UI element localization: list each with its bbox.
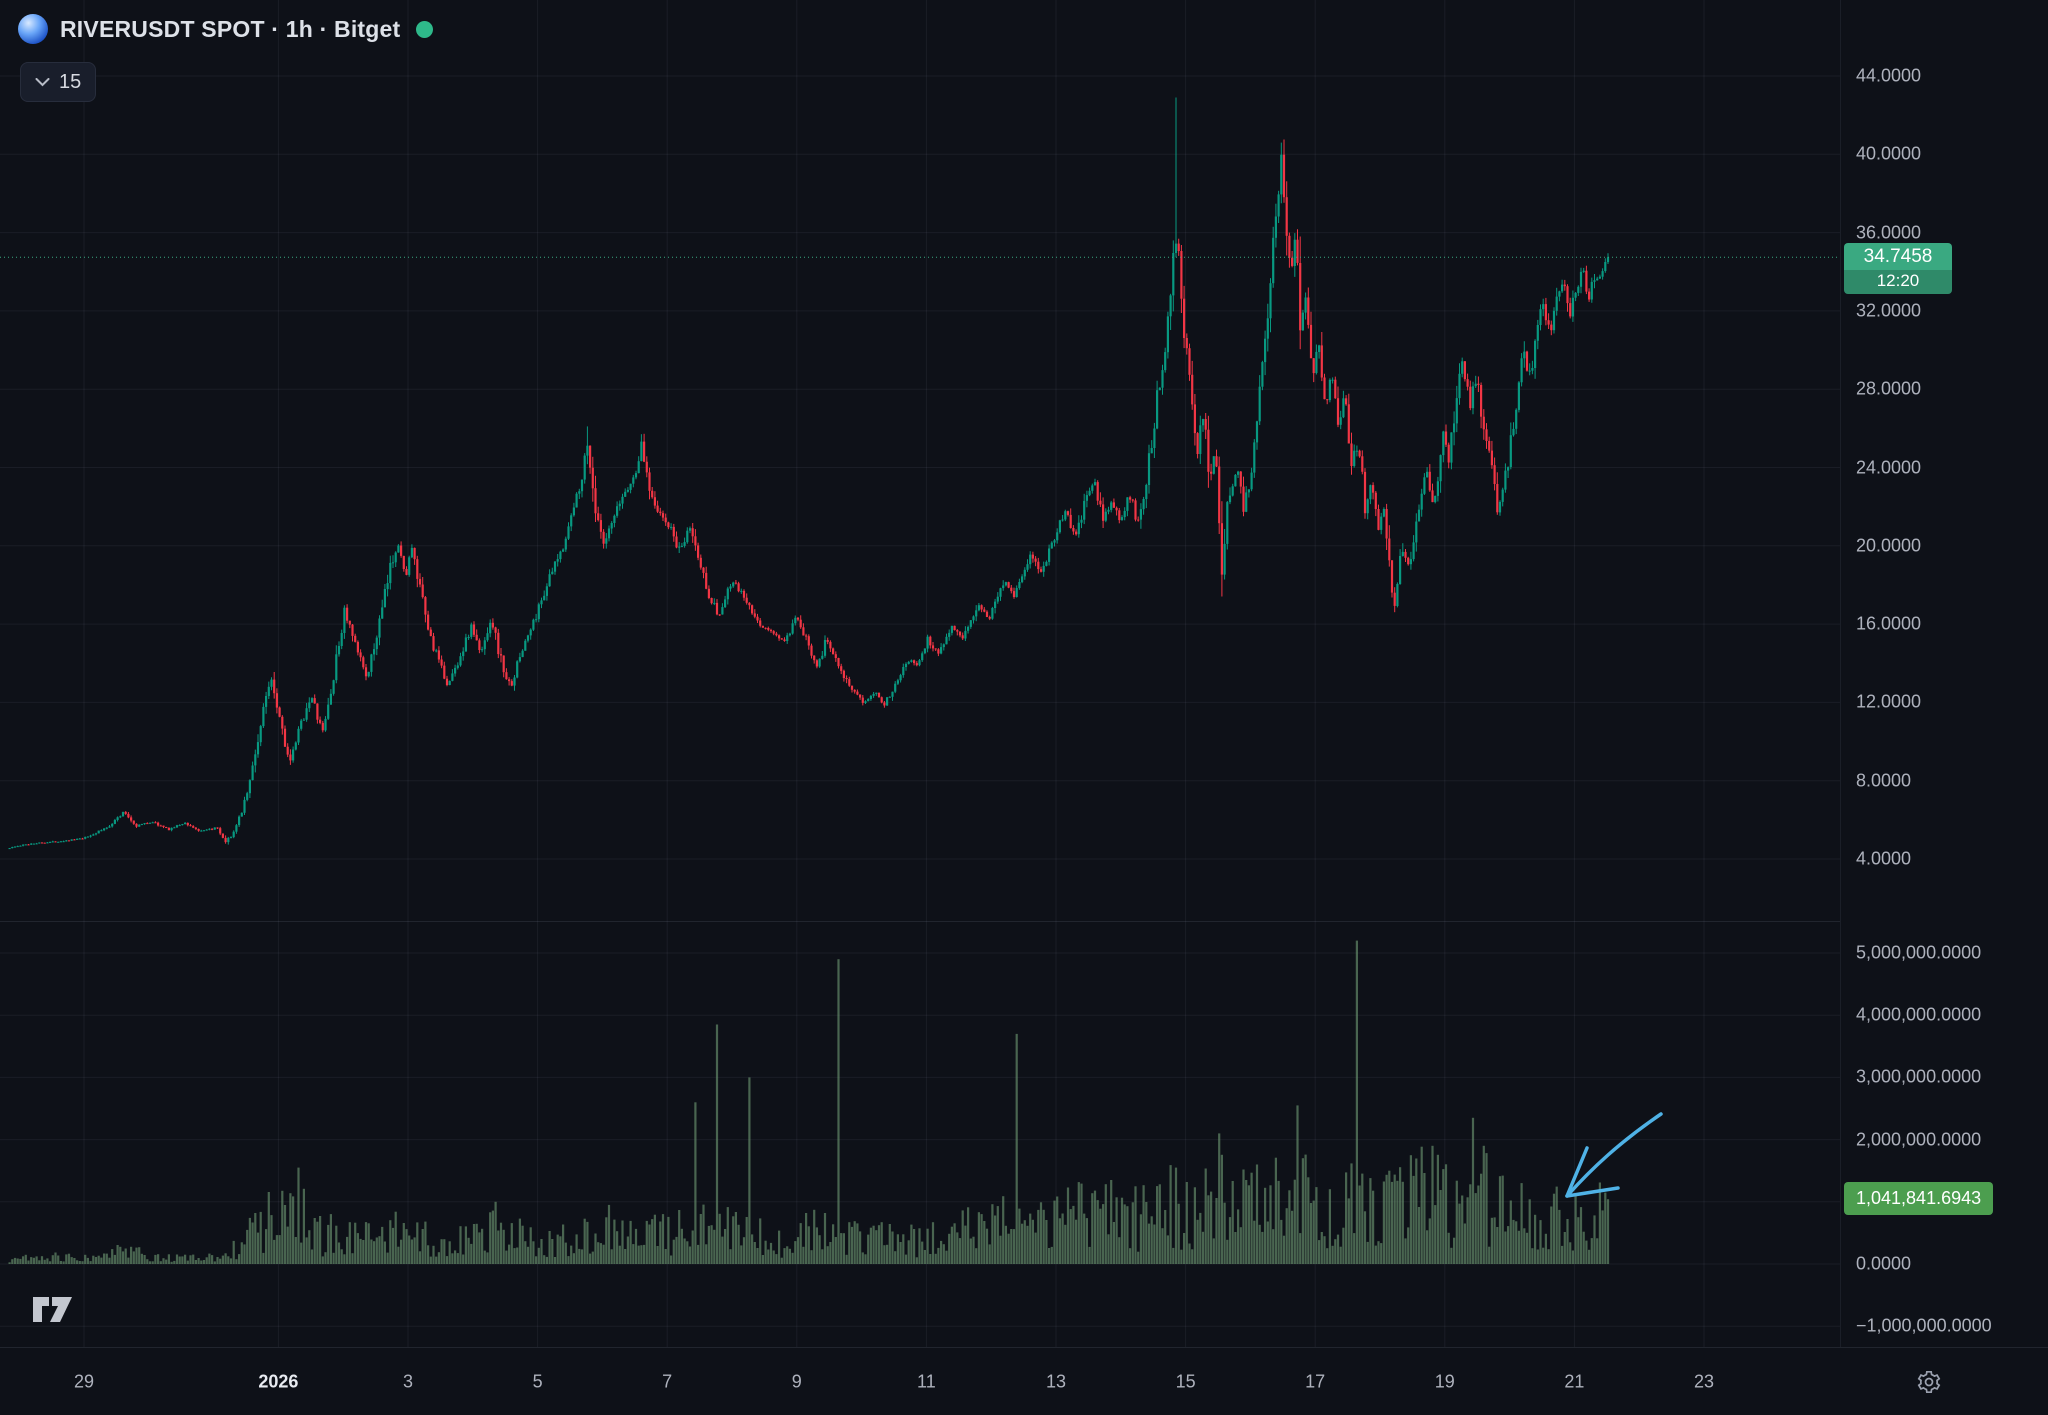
time-axis[interactable]: 29 2026 3 5 7 9 11 13 15 17 19 21 23 bbox=[0, 1347, 2048, 1415]
time-tick-label: 11 bbox=[917, 1371, 936, 1391]
bar-countdown: 12:20 bbox=[1844, 270, 1952, 295]
volume-bars bbox=[8, 940, 1610, 1265]
time-tick-label: 15 bbox=[1175, 1371, 1196, 1391]
volume-value-label: 1,041,841.6943 bbox=[1844, 1182, 1994, 1216]
price-tick-label: 8.0000 bbox=[1856, 770, 1912, 791]
symbol-title[interactable]: RIVERUSDT SPOT · 1h · Bitget bbox=[60, 15, 401, 42]
price-tick-label: 24.0000 bbox=[1856, 457, 1922, 477]
price-tick-label: 12.0000 bbox=[1856, 691, 1922, 712]
last-price-value: 34.7458 bbox=[1863, 246, 1933, 268]
time-tick-label: 5 bbox=[532, 1371, 543, 1391]
price-tick-label: 36.0000 bbox=[1856, 222, 1922, 243]
time-tick-label: 9 bbox=[791, 1371, 802, 1391]
time-tick-label: 29 bbox=[73, 1371, 95, 1391]
volume-tick-label: 0.0000 bbox=[1856, 1253, 1912, 1274]
dropdown-15-button[interactable]: 15 bbox=[20, 62, 97, 102]
price-tick-label: 16.0000 bbox=[1856, 613, 1922, 634]
time-tick-label: 13 bbox=[1045, 1371, 1067, 1391]
price-tick-label: 28.0000 bbox=[1856, 378, 1922, 399]
time-tick-label: 2026 bbox=[258, 1371, 299, 1391]
candles bbox=[8, 97, 1610, 850]
dropdown-15-label: 15 bbox=[59, 70, 82, 93]
drawing-arrow-annotation bbox=[1565, 1112, 1663, 1198]
time-tick-label: 21 bbox=[1564, 1371, 1585, 1391]
volume-tick-label: 5,000,000.0000 bbox=[1856, 942, 1982, 963]
tradingview-logo[interactable] bbox=[30, 1288, 78, 1328]
volume-tick-label: −1,000,000.0000 bbox=[1856, 1315, 1992, 1336]
time-tick-label: 19 bbox=[1434, 1371, 1455, 1391]
price-tick-label: 20.0000 bbox=[1856, 535, 1922, 556]
time-tick-label: 7 bbox=[662, 1371, 673, 1391]
price-scale[interactable]: 44.0000 40.0000 36.0000 32.0000 28.0000 24.00… bbox=[1840, 0, 2048, 1347]
pane-divider[interactable] bbox=[0, 921, 1840, 922]
price-tick-label: 40.0000 bbox=[1856, 143, 1922, 164]
chart-header: RIVERUSDT SPOT · 1h · Bitget bbox=[18, 14, 434, 44]
chevron-down-icon bbox=[35, 77, 50, 87]
price-tick-label: 4.0000 bbox=[1856, 848, 1912, 869]
volume-tick-label: 4,000,000.0000 bbox=[1856, 1004, 1982, 1025]
price-tick-label: 32.0000 bbox=[1856, 300, 1922, 321]
volume-tick-label: 3,000,000.0000 bbox=[1856, 1066, 1982, 1087]
symbol-logo-icon bbox=[18, 14, 48, 44]
chart-canvas[interactable] bbox=[0, 0, 1840, 1347]
volume-tick-label: 2,000,000.0000 bbox=[1856, 1129, 1982, 1150]
time-tick-label: 3 bbox=[402, 1371, 414, 1391]
market-status-dot-icon[interactable] bbox=[416, 20, 434, 38]
grid-lines bbox=[0, 0, 1840, 1347]
settings-gear-icon[interactable] bbox=[1916, 1369, 1942, 1395]
time-tick-label: 23 bbox=[1693, 1371, 1715, 1391]
price-tick-label: 44.0000 bbox=[1856, 65, 1922, 86]
last-price-label: 34.7458 12:20 bbox=[1844, 243, 1952, 295]
time-tick-label: 17 bbox=[1305, 1371, 1326, 1391]
